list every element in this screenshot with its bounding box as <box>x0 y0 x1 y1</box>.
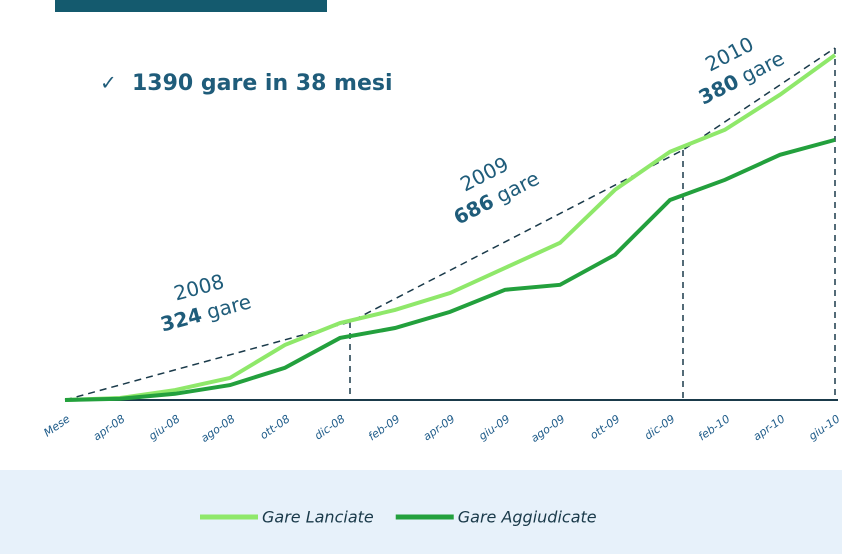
x-tick-label: ago-08 <box>199 412 238 445</box>
x-tick-label: apr-10 <box>751 412 788 443</box>
count-value: 324 <box>158 302 205 336</box>
count-value: 686 <box>449 189 497 229</box>
x-tick-label: ott-09 <box>588 412 623 442</box>
x-tick-label: apr-08 <box>91 412 128 443</box>
x-tick-label: giu-10 <box>806 412 842 443</box>
legend-label: Gare Lanciate <box>262 508 374 527</box>
legend-label: Gare Aggiudicate <box>458 508 597 527</box>
series-line <box>64 137 836 402</box>
trend-line <box>64 47 836 401</box>
x-tick-label: giu-09 <box>476 412 512 443</box>
header-bar <box>55 0 327 12</box>
x-tick-label: Mese <box>41 412 72 439</box>
series-line <box>64 53 837 402</box>
x-tick-label: dic-09 <box>642 412 677 442</box>
headline: 1390 gare in 38 mesi <box>132 71 393 96</box>
count-value: 380 <box>694 69 742 109</box>
legend-band <box>0 470 842 554</box>
x-tick-label: ott-08 <box>258 412 293 442</box>
x-tick-label: ago-09 <box>529 412 568 445</box>
x-tick-label: feb-10 <box>696 412 733 443</box>
x-tick-label: apr-09 <box>421 412 458 443</box>
x-tick-label: giu-08 <box>146 412 182 443</box>
x-tick-label: feb-09 <box>366 412 403 443</box>
check: ✓ <box>100 71 117 95</box>
x-tick-label: dic-08 <box>312 412 347 442</box>
